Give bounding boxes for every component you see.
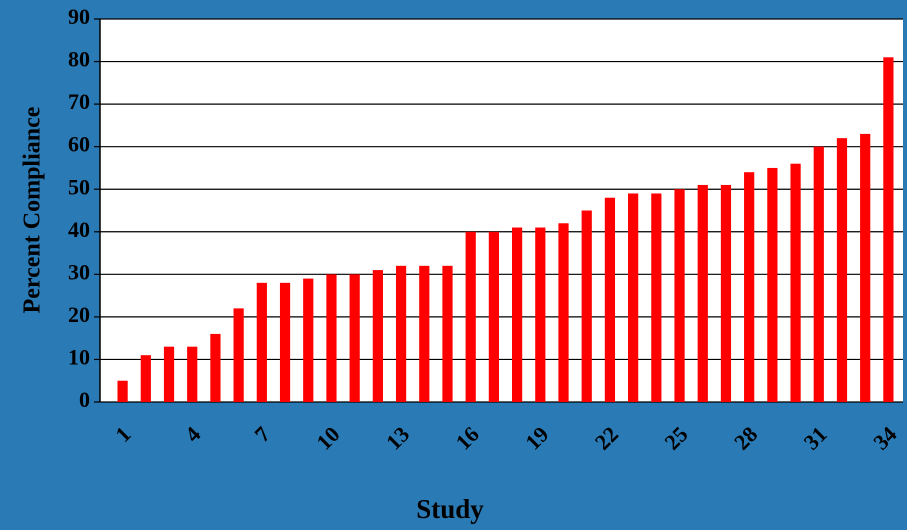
bar [140,355,151,402]
bar [256,282,267,402]
bar [395,265,407,402]
y-tick-label: 30 [68,259,90,284]
y-tick-label: 60 [68,132,90,157]
bar [883,57,894,403]
y-tick-label: 0 [79,387,90,412]
bar [372,270,383,402]
bar [674,189,685,402]
x-tick-label: 7 [249,421,274,446]
bar [233,308,244,402]
x-tick-label: 31 [799,421,832,454]
y-tick-label: 50 [68,174,90,199]
x-tick-label: 25 [659,421,692,454]
bar [767,167,778,402]
bar [210,333,221,402]
bar [511,227,523,402]
bar [604,197,616,402]
bar [581,210,592,402]
bar [488,231,500,402]
bar [326,274,337,402]
bar [558,223,569,402]
x-tick-label: 16 [451,421,484,454]
bar [535,227,546,402]
x-tick-label: 1 [110,421,135,446]
bar [628,193,639,402]
bar [163,346,175,402]
bar [419,265,430,402]
y-tick-label: 20 [68,302,90,327]
bar [442,265,453,402]
x-tick-label: 13 [381,421,414,454]
x-axis-title: Study [416,494,484,524]
x-tick-label: 19 [520,421,553,454]
bar [117,380,128,402]
x-tick-label: 4 [180,421,205,446]
y-tick-label: 10 [68,344,90,369]
y-tick-label: 70 [68,89,90,114]
bar [836,138,848,402]
bar [860,133,871,402]
bar [465,231,476,402]
bar [744,172,755,402]
y-tick-label: 40 [68,217,90,242]
bar [651,193,662,402]
bar [349,274,360,402]
bar [790,163,801,402]
y-tick-label: 90 [68,4,90,29]
bar [187,346,198,402]
y-tick-label: 80 [68,47,90,72]
x-tick-label: 34 [868,421,901,454]
x-tick-label: 28 [729,421,762,454]
bar [813,146,824,402]
bar [697,184,708,402]
x-tick-label: 22 [590,421,623,454]
bar [279,282,291,402]
y-axis-title: Percent Compliance [20,106,46,313]
bar [303,278,314,402]
bar [720,184,732,402]
x-tick-label: 10 [311,421,344,454]
